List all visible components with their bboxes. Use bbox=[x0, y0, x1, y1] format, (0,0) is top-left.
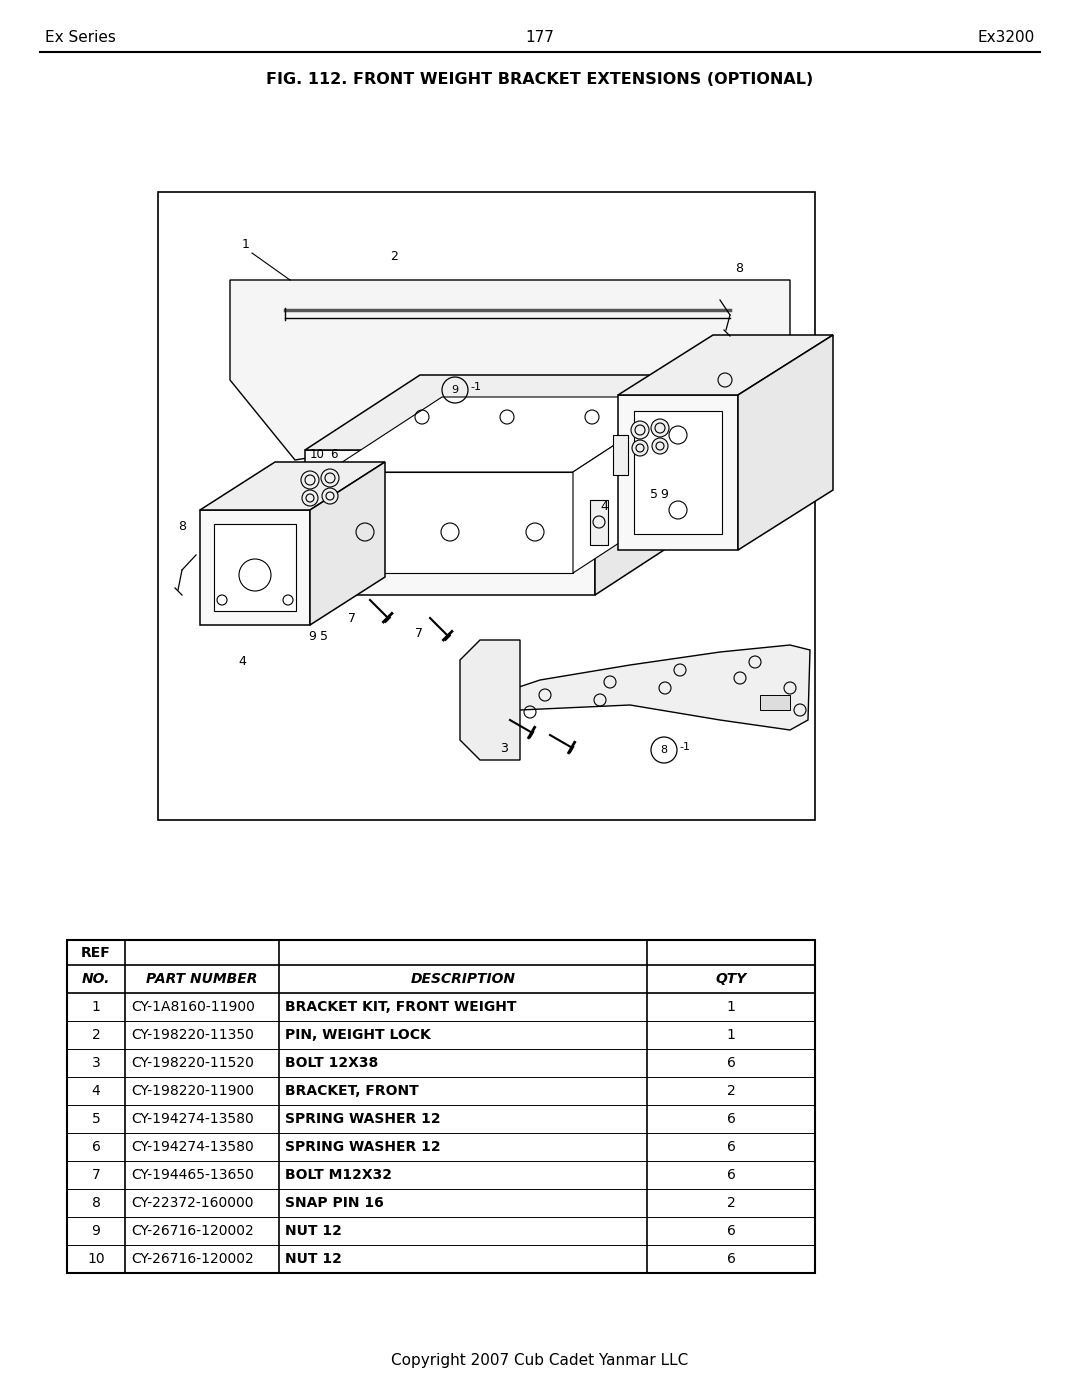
Polygon shape bbox=[480, 645, 810, 731]
Text: PIN, WEIGHT LOCK: PIN, WEIGHT LOCK bbox=[285, 1028, 431, 1042]
Bar bbox=[67, 940, 815, 1273]
Text: BOLT M12X32: BOLT M12X32 bbox=[285, 1168, 392, 1182]
Polygon shape bbox=[230, 279, 789, 460]
Text: CY-1A8160-11900: CY-1A8160-11900 bbox=[131, 1000, 255, 1014]
Text: 8: 8 bbox=[735, 263, 743, 275]
Text: 6: 6 bbox=[727, 1252, 735, 1266]
Polygon shape bbox=[595, 374, 710, 595]
Text: 8: 8 bbox=[92, 1196, 100, 1210]
Polygon shape bbox=[200, 510, 310, 624]
Text: 3: 3 bbox=[92, 1056, 100, 1070]
Text: 177: 177 bbox=[526, 31, 554, 46]
Text: 7: 7 bbox=[348, 612, 356, 624]
Bar bbox=[158, 191, 815, 820]
Text: 1: 1 bbox=[727, 1028, 735, 1042]
Text: 5: 5 bbox=[92, 1112, 100, 1126]
Circle shape bbox=[631, 420, 649, 439]
Text: DESCRIPTION: DESCRIPTION bbox=[410, 972, 515, 986]
Text: 6: 6 bbox=[330, 448, 337, 461]
Text: 9: 9 bbox=[308, 630, 315, 643]
Circle shape bbox=[322, 488, 338, 504]
Polygon shape bbox=[573, 397, 688, 573]
Polygon shape bbox=[214, 524, 296, 610]
Text: -1: -1 bbox=[679, 742, 690, 752]
Text: CY-198220-11520: CY-198220-11520 bbox=[131, 1056, 254, 1070]
Text: 2: 2 bbox=[727, 1196, 735, 1210]
Polygon shape bbox=[618, 335, 833, 395]
Text: FIG. 112. FRONT WEIGHT BRACKET EXTENSIONS (OPTIONAL): FIG. 112. FRONT WEIGHT BRACKET EXTENSION… bbox=[267, 73, 813, 87]
Circle shape bbox=[652, 439, 669, 454]
Text: CY-194465-13650: CY-194465-13650 bbox=[131, 1168, 254, 1182]
Text: 1: 1 bbox=[92, 1000, 100, 1014]
Text: 2: 2 bbox=[92, 1028, 100, 1042]
Text: CY-26716-120002: CY-26716-120002 bbox=[131, 1252, 254, 1266]
Polygon shape bbox=[460, 640, 519, 760]
Text: 5: 5 bbox=[650, 488, 658, 502]
Text: 8: 8 bbox=[661, 745, 667, 754]
Text: SNAP PIN 16: SNAP PIN 16 bbox=[285, 1196, 383, 1210]
Text: 8: 8 bbox=[178, 520, 186, 534]
Text: CY-26716-120002: CY-26716-120002 bbox=[131, 1224, 254, 1238]
Circle shape bbox=[651, 419, 669, 437]
Text: 10: 10 bbox=[310, 448, 325, 461]
Circle shape bbox=[632, 440, 648, 455]
Text: 7: 7 bbox=[415, 627, 423, 640]
Text: 9: 9 bbox=[451, 386, 459, 395]
Text: 6: 6 bbox=[727, 1224, 735, 1238]
Text: BRACKET, FRONT: BRACKET, FRONT bbox=[285, 1084, 419, 1098]
Text: 9: 9 bbox=[660, 488, 667, 502]
Polygon shape bbox=[613, 434, 627, 475]
Polygon shape bbox=[634, 411, 723, 534]
Circle shape bbox=[321, 469, 339, 488]
Polygon shape bbox=[618, 395, 738, 550]
Text: 4: 4 bbox=[238, 655, 246, 668]
Text: NUT 12: NUT 12 bbox=[285, 1252, 342, 1266]
Text: CY-198220-11900: CY-198220-11900 bbox=[131, 1084, 254, 1098]
Text: Copyright 2007 Cub Cadet Yanmar LLC: Copyright 2007 Cub Cadet Yanmar LLC bbox=[391, 1352, 689, 1368]
Polygon shape bbox=[310, 462, 384, 624]
Polygon shape bbox=[305, 450, 595, 595]
Text: 6: 6 bbox=[727, 1168, 735, 1182]
Text: PART NUMBER: PART NUMBER bbox=[146, 972, 258, 986]
Text: CY-198220-11350: CY-198220-11350 bbox=[131, 1028, 254, 1042]
Text: 3: 3 bbox=[500, 742, 508, 754]
Polygon shape bbox=[590, 500, 608, 545]
Polygon shape bbox=[327, 397, 688, 472]
Text: Ex3200: Ex3200 bbox=[977, 31, 1035, 46]
Polygon shape bbox=[200, 462, 384, 510]
Text: 10: 10 bbox=[87, 1252, 105, 1266]
Text: NO.: NO. bbox=[82, 972, 110, 986]
Text: CY-194274-13580: CY-194274-13580 bbox=[131, 1140, 254, 1154]
Text: SPRING WASHER 12: SPRING WASHER 12 bbox=[285, 1112, 441, 1126]
Circle shape bbox=[302, 490, 318, 506]
Text: NUT 12: NUT 12 bbox=[285, 1224, 342, 1238]
Text: 7: 7 bbox=[92, 1168, 100, 1182]
Text: REF: REF bbox=[81, 946, 111, 960]
Polygon shape bbox=[327, 472, 573, 573]
Text: 4: 4 bbox=[92, 1084, 100, 1098]
Polygon shape bbox=[760, 694, 789, 710]
Text: 1: 1 bbox=[727, 1000, 735, 1014]
Text: 2: 2 bbox=[390, 250, 397, 263]
Text: 6: 6 bbox=[727, 1140, 735, 1154]
Text: QTY: QTY bbox=[715, 972, 746, 986]
Text: CY-22372-160000: CY-22372-160000 bbox=[131, 1196, 254, 1210]
Text: CY-194274-13580: CY-194274-13580 bbox=[131, 1112, 254, 1126]
Text: 9: 9 bbox=[92, 1224, 100, 1238]
Text: BOLT 12X38: BOLT 12X38 bbox=[285, 1056, 378, 1070]
Text: Ex Series: Ex Series bbox=[45, 31, 116, 46]
Text: 2: 2 bbox=[727, 1084, 735, 1098]
Polygon shape bbox=[305, 374, 710, 450]
Text: BRACKET KIT, FRONT WEIGHT: BRACKET KIT, FRONT WEIGHT bbox=[285, 1000, 516, 1014]
Text: SPRING WASHER 12: SPRING WASHER 12 bbox=[285, 1140, 441, 1154]
Text: 5: 5 bbox=[320, 630, 328, 643]
Text: 6: 6 bbox=[92, 1140, 100, 1154]
Text: 4: 4 bbox=[600, 500, 608, 513]
Text: 6: 6 bbox=[727, 1056, 735, 1070]
Text: 1: 1 bbox=[242, 237, 249, 251]
Text: -1: -1 bbox=[470, 381, 481, 393]
Text: 6: 6 bbox=[727, 1112, 735, 1126]
Circle shape bbox=[301, 471, 319, 489]
Polygon shape bbox=[738, 335, 833, 550]
